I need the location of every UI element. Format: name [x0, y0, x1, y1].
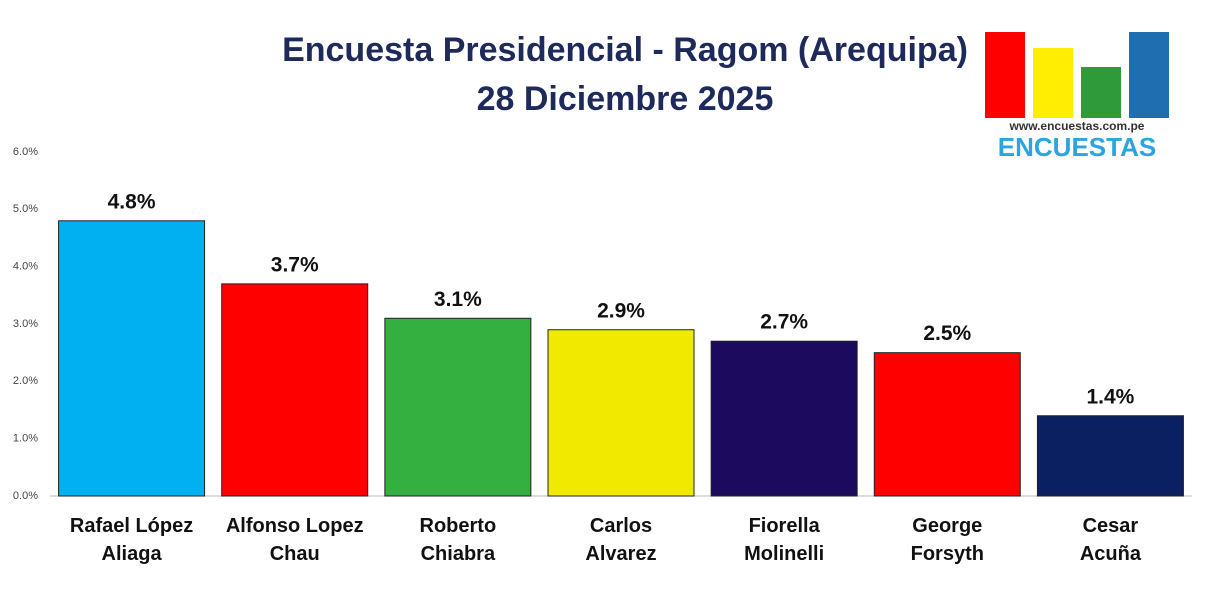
y-tick-label: 5.0%	[13, 203, 38, 215]
value-label: 2.9%	[597, 299, 645, 322]
bar	[384, 317, 532, 497]
logo-bar	[1033, 48, 1073, 118]
y-tick-label: 1.0%	[13, 433, 38, 445]
y-tick-label: 3.0%	[13, 318, 38, 330]
x-tick-label: Rafael López Aliaga	[69, 515, 194, 565]
x-tick-label: Cesar Acuña	[1079, 515, 1141, 565]
y-tick-label: 4.0%	[13, 261, 38, 273]
logo-bar	[985, 32, 1025, 118]
logo-name: ENCUESTAS	[998, 132, 1156, 162]
logo-bar	[1129, 32, 1169, 118]
bar	[221, 283, 369, 497]
y-tick-label: 6.0%	[13, 146, 38, 158]
logo: www.encuestas.com.pe ENCUESTAS	[985, 32, 1169, 162]
bar	[58, 220, 206, 497]
bar	[710, 340, 858, 497]
value-label: 3.1%	[434, 288, 482, 311]
value-label: 1.4%	[1086, 385, 1134, 408]
logo-bar	[1081, 67, 1121, 118]
y-tick-label: 0.0%	[13, 490, 38, 502]
value-label: 3.7%	[271, 253, 319, 276]
x-tick-label: Alfonso Lopez Chau	[225, 515, 364, 565]
value-label: 2.7%	[760, 311, 808, 334]
bar	[1036, 415, 1184, 497]
x-tick-label: Fiorella Molinelli	[744, 515, 825, 565]
x-tick-label: Carlos Alvarez	[585, 515, 657, 565]
y-tick-label: 2.0%	[13, 375, 38, 387]
chart-title: Encuesta Presidencial - Ragom (Arequipa)	[282, 31, 968, 69]
logo-url: www.encuestas.com.pe	[1009, 119, 1145, 133]
chart-subtitle: 28 Diciembre 2025	[477, 80, 774, 118]
bar	[873, 352, 1021, 497]
value-label: 2.5%	[923, 322, 971, 345]
x-tick-label: George Forsyth	[910, 515, 984, 565]
value-label: 4.8%	[108, 190, 156, 213]
bar	[547, 329, 695, 497]
x-tick-label: Roberto Chiabra	[419, 515, 497, 565]
